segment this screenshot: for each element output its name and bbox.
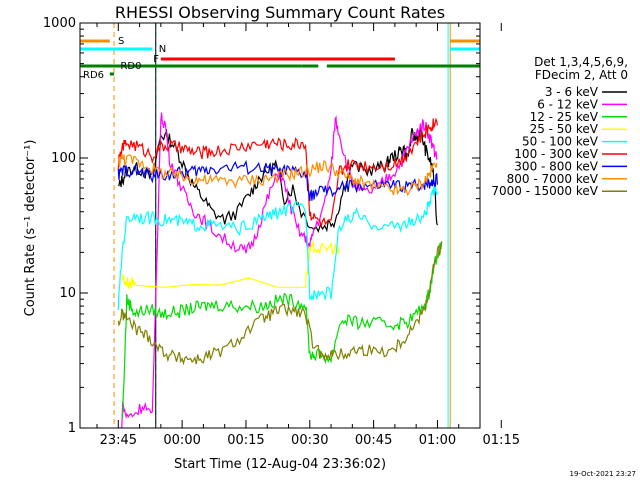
series-line bbox=[117, 185, 438, 311]
x-tick-label: 00:00 bbox=[163, 433, 200, 448]
plot-area: S NF RD0 RD6 bbox=[80, 23, 480, 428]
series-line bbox=[117, 153, 438, 197]
legend-label: 800 - 7000 keV bbox=[507, 172, 599, 186]
series-line bbox=[117, 117, 438, 227]
flag-label: S bbox=[118, 36, 124, 47]
flag-label: F bbox=[153, 54, 159, 65]
flag-label: N bbox=[159, 44, 166, 55]
flag-label: RD0 bbox=[120, 61, 141, 72]
y-tick-label: 1 bbox=[68, 421, 76, 436]
legend-header-line-1: Det 1,3,4,5,6,9, bbox=[534, 55, 628, 69]
x-tick-label: 00:45 bbox=[355, 433, 392, 448]
series-line bbox=[122, 241, 443, 418]
legend-label: 25 - 50 keV bbox=[530, 122, 599, 136]
legend-label: 6 - 12 keV bbox=[537, 97, 599, 111]
x-tick-label: 23:45 bbox=[100, 433, 137, 448]
legend-label: 100 - 300 keV bbox=[514, 147, 598, 161]
legend-label: 12 - 25 keV bbox=[530, 110, 599, 124]
series-line bbox=[117, 241, 443, 366]
x-axis-label: Start Time (12-Aug-04 23:36:02) bbox=[174, 457, 386, 472]
y-tick-label: 10 bbox=[59, 286, 76, 301]
legend-header-line-2: FDecim 2, Att 0 bbox=[535, 68, 628, 82]
timestamp: 19-Oct-2021 23:27 bbox=[570, 470, 636, 478]
legend-label: 50 - 100 keV bbox=[522, 135, 599, 149]
y-tick-label: 1000 bbox=[43, 16, 76, 31]
y-axis-label: Count Rate (s⁻¹ detector⁻¹) bbox=[23, 140, 38, 317]
series-line bbox=[118, 112, 438, 428]
plot-frame bbox=[79, 22, 481, 429]
y-tick-label: 100 bbox=[51, 151, 76, 166]
chart-title: RHESSI Observing Summary Count Rates bbox=[115, 3, 445, 22]
flag-label: RD6 bbox=[83, 70, 104, 81]
legend-label: 300 - 800 keV bbox=[514, 159, 598, 173]
series-line bbox=[122, 239, 341, 291]
x-tick-label: 01:15 bbox=[483, 433, 520, 448]
x-tick-label: 01:00 bbox=[419, 433, 456, 448]
x-tick-label: 00:15 bbox=[227, 433, 264, 448]
series-line bbox=[117, 159, 438, 201]
legend-label: 7000 - 15000 keV bbox=[491, 184, 598, 198]
legend-label: 3 - 6 keV bbox=[545, 85, 599, 99]
x-tick-label: 00:30 bbox=[291, 433, 328, 448]
